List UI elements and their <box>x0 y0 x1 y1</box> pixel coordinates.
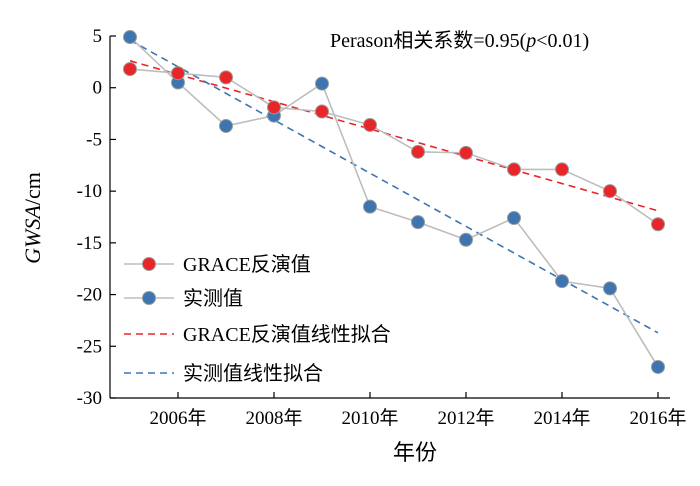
data-points <box>123 30 665 374</box>
data-point <box>123 30 137 45</box>
legend-label: GRACE反演值 <box>183 253 311 276</box>
x-tick-label: 2014年 <box>533 407 590 429</box>
legend-marker <box>142 257 156 271</box>
fit-line <box>129 60 659 212</box>
data-point <box>123 62 137 77</box>
fit-line <box>129 39 659 334</box>
x-axis-title: 年份 <box>393 440 437 465</box>
correlation-annotation: Perason相关系数=0.95(p<0.01) <box>330 29 589 52</box>
data-point <box>603 281 617 296</box>
series-line <box>129 36 659 368</box>
data-point <box>507 211 521 226</box>
data-point <box>411 144 425 159</box>
legend-label: 实测值 <box>183 287 243 310</box>
legend-marker <box>142 291 156 305</box>
legend-label: GRACE反演值线性拟合 <box>183 323 391 346</box>
x-tick-label: 2010年 <box>341 407 398 429</box>
y-tick-label: -15 <box>77 233 102 254</box>
data-point <box>555 162 569 177</box>
x-tick-label: 2006年 <box>149 407 206 429</box>
data-point <box>171 66 185 81</box>
fit-lines <box>129 39 659 334</box>
data-point <box>459 232 473 247</box>
x-tick-label: 2008年 <box>245 407 302 429</box>
annotation-suffix: <0.01) <box>536 30 589 52</box>
y-axis-title: GWSA/cm <box>20 172 45 264</box>
data-point <box>219 118 233 133</box>
y-tick-label: 5 <box>93 26 103 47</box>
data-point <box>651 359 665 374</box>
y-tick-label: -20 <box>77 285 102 306</box>
y-axis-title-unit: /cm <box>20 172 45 205</box>
data-point <box>507 162 521 177</box>
y-tick-label: 0 <box>93 78 103 99</box>
x-tick-label: 2016年 <box>629 407 686 429</box>
y-tick-label: -10 <box>77 181 102 202</box>
data-point <box>651 217 665 232</box>
y-tick-label: -5 <box>86 129 102 150</box>
axes: 5 0 -5 -10 -15 -20 -25 -30 2006年 2008年 2010年 2012年 2… <box>77 26 687 429</box>
legend-label: 实测值线性拟合 <box>183 362 323 385</box>
data-point <box>411 215 425 230</box>
y-tick-label: -25 <box>77 336 102 357</box>
y-tick-label: -30 <box>77 388 102 409</box>
series-line <box>129 68 659 225</box>
data-point <box>219 70 233 85</box>
data-point <box>459 145 473 160</box>
y-axis-title-italic: GWSA <box>20 205 45 264</box>
x-tick-label: 2012年 <box>437 407 494 429</box>
data-point <box>315 104 329 119</box>
data-point <box>603 184 617 199</box>
data-point <box>267 100 281 115</box>
annotation-prefix: Perason相关系数=0.95( <box>330 29 527 52</box>
data-point <box>363 199 377 214</box>
data-point <box>363 117 377 132</box>
annotation-p: p <box>524 30 536 52</box>
data-point <box>315 76 329 91</box>
series-lines <box>129 36 659 368</box>
data-point <box>555 274 569 289</box>
